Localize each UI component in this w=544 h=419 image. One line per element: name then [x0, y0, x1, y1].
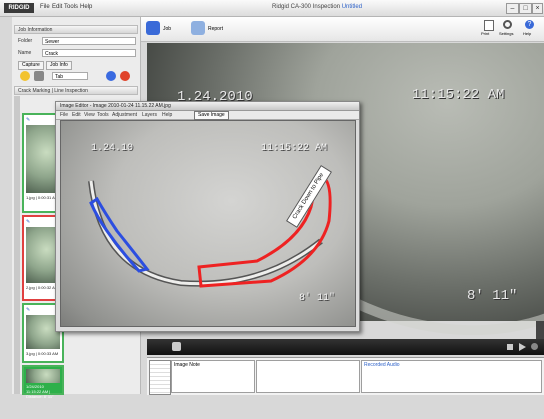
- name-label: Name: [18, 50, 32, 56]
- thumbnail-caption: 3.jpg | 0:00:33 AM: [26, 351, 59, 356]
- thumbnail-image: [26, 227, 60, 283]
- stop-icon[interactable]: [507, 344, 513, 350]
- thumbnail-image: [26, 315, 60, 349]
- thumbnail-image: [26, 369, 60, 383]
- name-field[interactable]: Crack: [42, 49, 136, 57]
- job-info-header[interactable]: Job Information: [14, 25, 138, 34]
- blue-crack-outline: [89, 196, 150, 273]
- ov-menu-edit[interactable]: Edit: [72, 112, 81, 118]
- settings-button[interactable]: Settings: [499, 31, 514, 36]
- editor-time-overlay: 11:15:22 AM: [261, 143, 328, 154]
- camera-time-overlay: 11:15:22 AM: [412, 87, 505, 103]
- menu-help[interactable]: Help: [80, 4, 93, 10]
- print-button[interactable]: Print: [481, 31, 490, 36]
- app-title-text: Ridgid CA-300 Inspection: [272, 4, 341, 10]
- image-editor-menu: File Edit View Tools Adjustment Layers H…: [56, 111, 359, 120]
- edit-icon[interactable]: ✎: [26, 307, 31, 313]
- camera-icon[interactable]: [172, 342, 181, 351]
- editor-distance-overlay: 8' 11": [299, 293, 336, 304]
- app-title-accent: Untitled: [341, 4, 363, 10]
- tab-job-info[interactable]: Job Info: [46, 61, 72, 70]
- play-icon[interactable]: [519, 343, 526, 351]
- image-editor-window[interactable]: Image Editor - Image 2010-01-24 11.15.22…: [55, 101, 360, 332]
- menu-edit[interactable]: Edit: [52, 4, 63, 10]
- maximize-button[interactable]: □: [519, 3, 532, 14]
- job-tab-icon[interactable]: [146, 21, 160, 35]
- filmstrip-icon[interactable]: [149, 360, 171, 395]
- ov-menu-tools[interactable]: Tools: [97, 112, 109, 118]
- gear-icon[interactable]: [503, 20, 512, 29]
- image-note-label: Image Note: [174, 362, 200, 368]
- tab-report[interactable]: Report: [208, 26, 224, 32]
- help-button[interactable]: Help: [523, 31, 532, 36]
- app-logo: RIDGID: [4, 3, 34, 13]
- thumb-scroll-rail[interactable]: [14, 96, 20, 394]
- annotation-layer: [88, 175, 332, 288]
- list-header[interactable]: Crack Marking | Line Inspection: [14, 86, 138, 95]
- thumbnail-image: [26, 125, 60, 193]
- pipe-joint-shadow: [88, 180, 323, 287]
- minimize-button[interactable]: –: [506, 3, 519, 14]
- save-image-button[interactable]: Save Image: [194, 111, 229, 120]
- help-icon[interactable]: ?: [525, 20, 534, 29]
- camera-icon[interactable]: [34, 71, 44, 81]
- report-tab-icon[interactable]: [191, 21, 205, 35]
- ov-menu-view[interactable]: View: [84, 112, 95, 118]
- camera-scrollbar[interactable]: [536, 321, 544, 339]
- ov-menu-file[interactable]: File: [60, 112, 69, 118]
- record-icon[interactable]: [120, 71, 130, 81]
- print-icon[interactable]: [484, 20, 494, 31]
- edit-icon[interactable]: ✎: [26, 219, 31, 225]
- camera-distance-overlay: 8' 11": [467, 288, 518, 304]
- main-toolbar: Job Report Print Settings Help ?: [141, 17, 544, 42]
- ov-menu-help[interactable]: Help: [162, 112, 173, 118]
- tab-dropdown[interactable]: Tab: [52, 72, 88, 80]
- image-note-field[interactable]: Image Note: [171, 360, 255, 393]
- thumbnail-3[interactable]: ✎ 3.jpg | 0:00:33 AM: [22, 303, 64, 363]
- info-icon[interactable]: [106, 71, 116, 81]
- bottom-panel: Image Note Recorded Audio: [147, 357, 544, 395]
- pipe-joint-edge: [89, 180, 322, 286]
- volume-icon[interactable]: [531, 343, 538, 350]
- folder-field[interactable]: Sewer: [42, 37, 136, 45]
- transport-bar: [147, 339, 544, 355]
- folder-label: Folder: [18, 38, 33, 44]
- ov-menu-adjustment[interactable]: Adjustment: [112, 112, 138, 118]
- thumbnail-4[interactable]: 1/24/2010 11:15:22 AM | Distance: 8' 11": [22, 365, 64, 399]
- menu-tools[interactable]: Tools: [64, 4, 79, 10]
- menu-file[interactable]: File: [40, 4, 50, 10]
- thumbnail-caption: 1.jpg | 0:00:31 AM: [26, 195, 59, 200]
- recorded-audio-label: Recorded Audio: [364, 362, 400, 368]
- ov-menu-layers[interactable]: Layers: [142, 112, 158, 118]
- edit-icon[interactable]: ✎: [26, 117, 31, 123]
- thumbnail-caption: 1/24/2010 11:15:22 AM | Distance: 8' 11": [26, 384, 54, 399]
- tab-job[interactable]: Job: [163, 26, 172, 32]
- recorded-audio-field[interactable]: Recorded Audio: [361, 360, 542, 393]
- bulb-icon[interactable]: [20, 71, 30, 81]
- image-editor-title[interactable]: Image Editor - Image 2010-01-24 11.15.22…: [56, 102, 359, 111]
- app-title: Ridgid CA-300 Inspection Untitled: [272, 4, 362, 10]
- thumbnail-caption: 2.jpg | 0:00:32 AM: [26, 285, 59, 290]
- editor-date-overlay: 1.24.10: [91, 143, 134, 154]
- title-bar: RIDGID File Edit Tools Help Ridgid CA-30…: [0, 0, 544, 17]
- close-button[interactable]: ×: [532, 3, 543, 14]
- tab-capture[interactable]: Capture: [18, 61, 44, 70]
- annotated-image[interactable]: 1.24.10 11:15:22 AM 8' 11" Crack Down to…: [60, 120, 356, 327]
- note-text-field[interactable]: [256, 360, 360, 393]
